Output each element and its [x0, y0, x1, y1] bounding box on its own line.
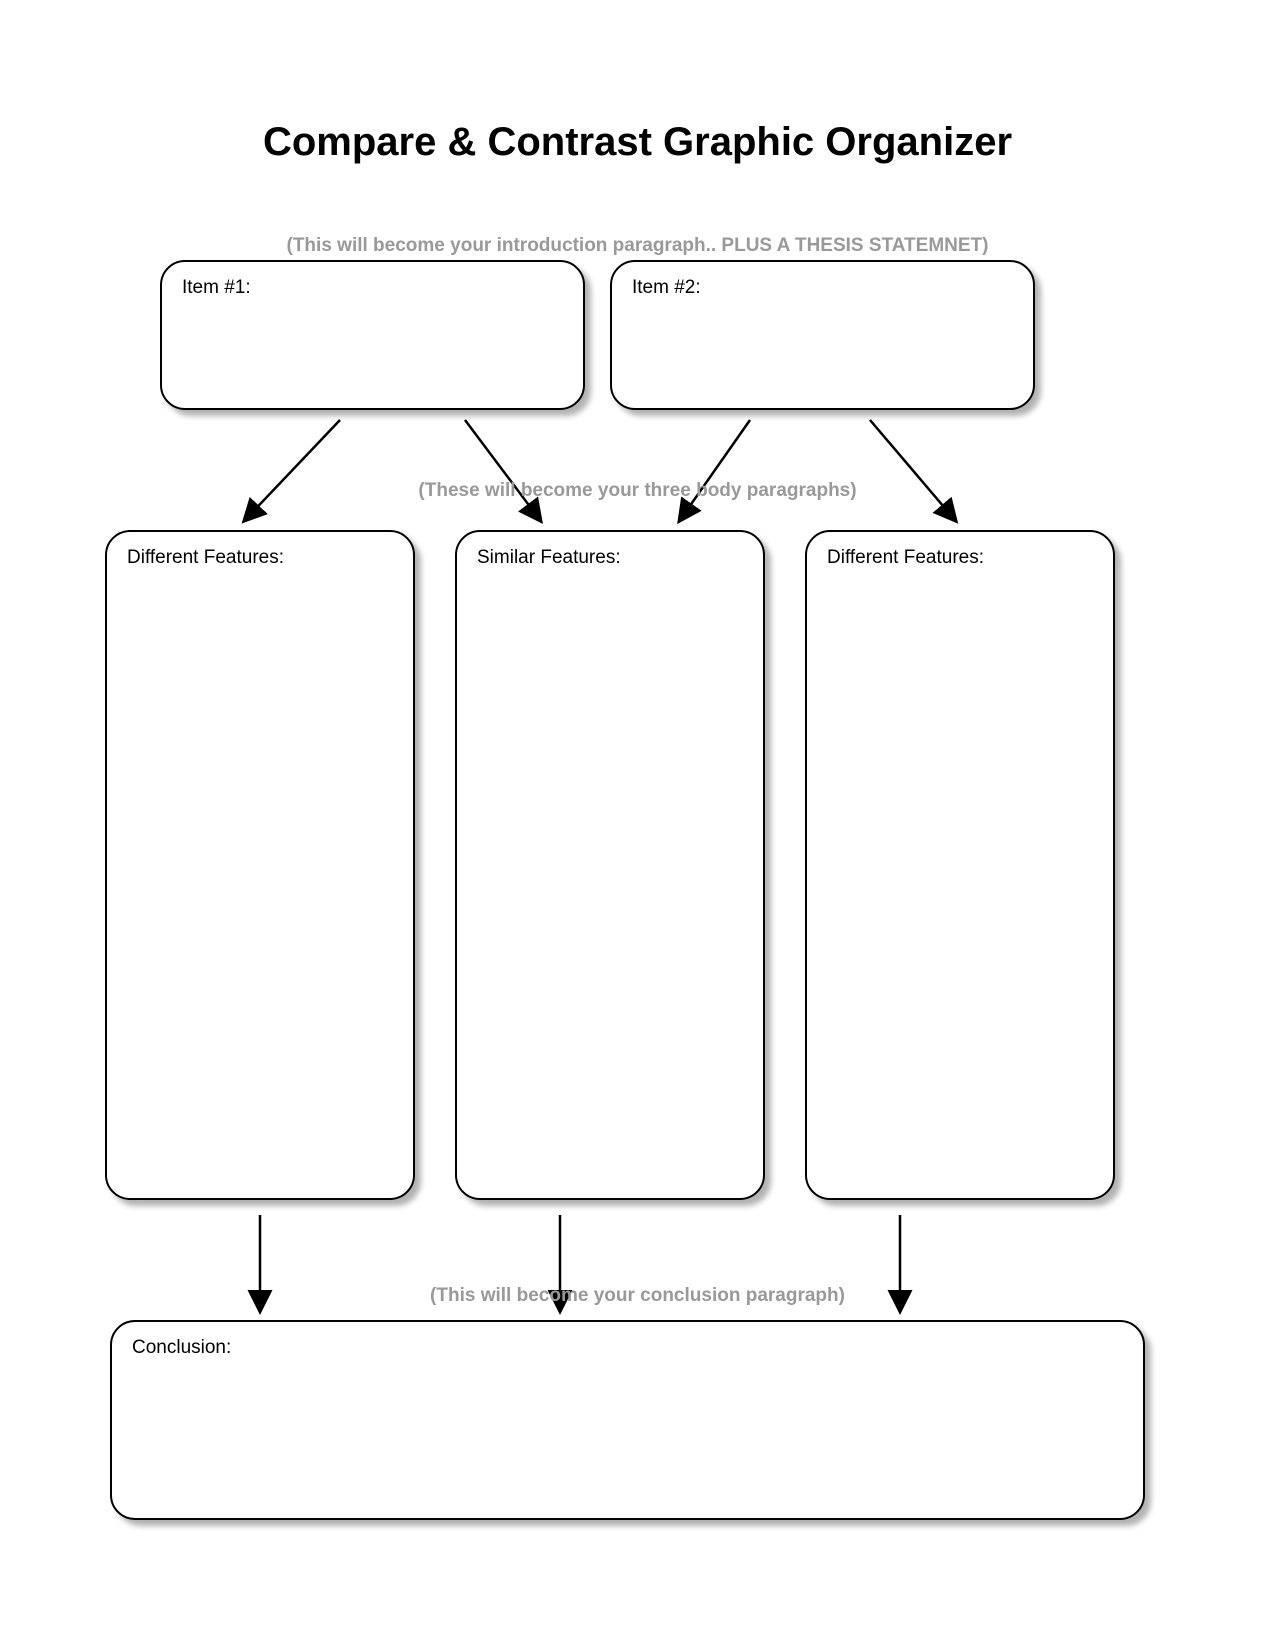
- conclusion-label: Conclusion:: [132, 1337, 1123, 1359]
- conclusion-caption: (This will become your conclusion paragr…: [0, 1285, 1275, 1307]
- conclusion-caption-wrap: (This will become your conclusion paragr…: [0, 1285, 1275, 1317]
- body-caption-wrap: (These will become your three body parag…: [0, 480, 1275, 512]
- different-features-1-label: Different Features:: [127, 547, 393, 569]
- organizer-page: Compare & Contrast Graphic Organizer (Th…: [0, 0, 1275, 1650]
- page-title: Compare & Contrast Graphic Organizer: [110, 120, 1165, 165]
- intro-caption: (This will become your introduction para…: [0, 235, 1275, 257]
- similar-features-label: Similar Features:: [477, 547, 743, 569]
- conclusion-box[interactable]: Conclusion:: [110, 1320, 1145, 1520]
- similar-features-box[interactable]: Similar Features:: [455, 530, 765, 1200]
- item-1-box[interactable]: Item #1:: [160, 260, 585, 410]
- item-2-box[interactable]: Item #2:: [610, 260, 1035, 410]
- item-1-label: Item #1:: [182, 277, 563, 299]
- different-features-1-box[interactable]: Different Features:: [105, 530, 415, 1200]
- body-caption: (These will become your three body parag…: [0, 480, 1275, 502]
- item-2-label: Item #2:: [632, 277, 1013, 299]
- different-features-2-box[interactable]: Different Features:: [805, 530, 1115, 1200]
- different-features-2-label: Different Features:: [827, 547, 1093, 569]
